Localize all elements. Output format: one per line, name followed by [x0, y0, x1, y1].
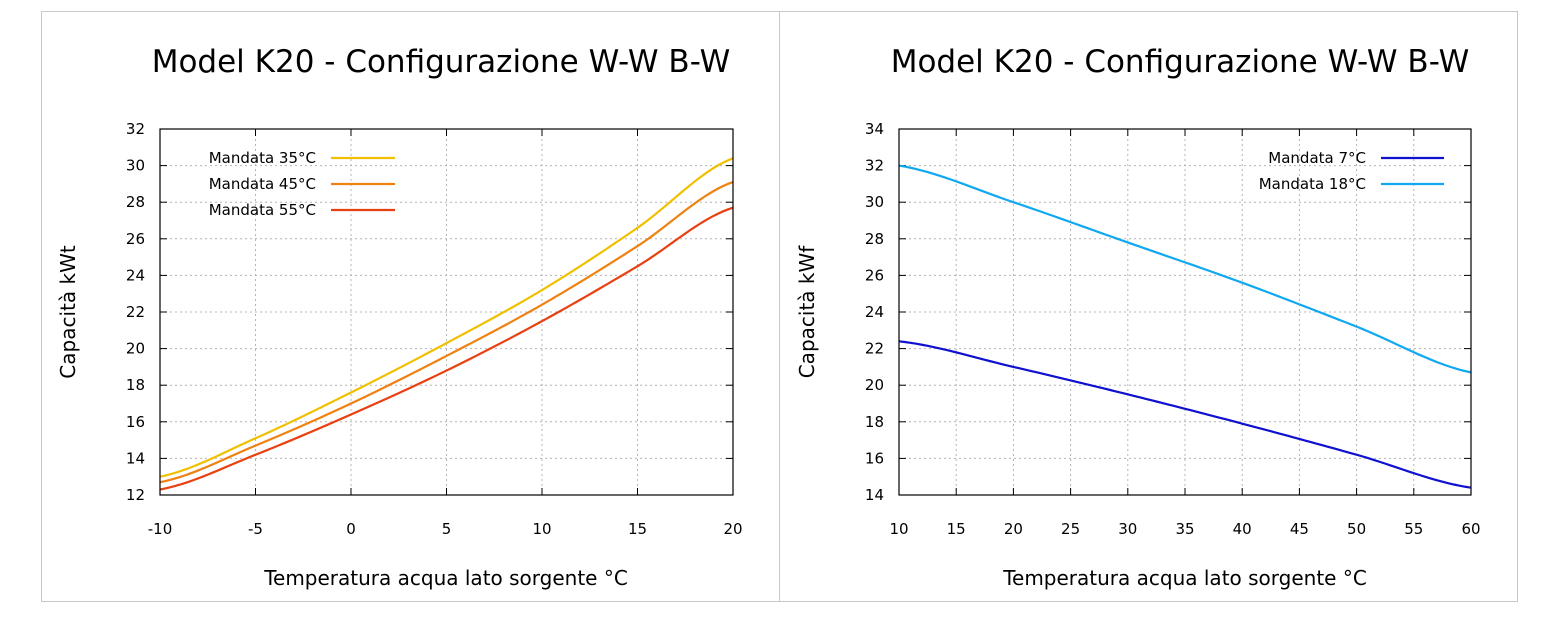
chart1-x-tick-label: 5 — [442, 520, 452, 538]
chart2-y-tick-label: 30 — [865, 193, 884, 211]
chart2-x-tick-label: 45 — [1290, 520, 1309, 538]
chart1-x-tick-label: -5 — [248, 520, 263, 538]
chart2-series-1-line — [899, 340, 1471, 489]
chart1-y-tick-label: 22 — [126, 303, 145, 321]
chart2-xlabel: Temperatura acqua lato sorgente °C — [1002, 566, 1367, 590]
chart1-x-tick-label: -10 — [148, 520, 173, 538]
chart1-ylabel: Capacità kWt — [56, 245, 80, 379]
chart2-x-tick-label: 30 — [1118, 520, 1137, 538]
chart1-y-tick-label: 18 — [126, 376, 145, 394]
chart1-legend-label-1: Mandata 35°C — [209, 149, 316, 167]
chart1-y-tick-label: 26 — [126, 230, 145, 248]
chart2-series-2-line — [899, 164, 1471, 374]
chart2-y-tick-label: 24 — [865, 303, 884, 321]
chart1-x-tick-label: 10 — [532, 520, 551, 538]
chart1-y-tick-label: 28 — [126, 193, 145, 211]
chart1-y-tick-label: 24 — [126, 266, 145, 284]
chart1-plot-border — [159, 128, 734, 496]
chart2-legend-label-1: Mandata 7°C — [1268, 149, 1366, 167]
chart2-y-tick-label: 32 — [865, 157, 884, 175]
chart2-y-tick-label: 28 — [865, 230, 884, 248]
chart1-series-2-line — [160, 181, 733, 484]
chart2-y-tick-label: 14 — [865, 486, 884, 504]
chart1-series-3-line — [160, 206, 733, 491]
panel-divider — [779, 11, 780, 602]
chart2-x-tick-label: 60 — [1461, 520, 1480, 538]
chart2-y-tick-label: 18 — [865, 413, 884, 431]
chart2-x-tick-label: 20 — [1004, 520, 1023, 538]
chart1-y-tick-label: 32 — [126, 120, 145, 138]
chart2-x-tick-label: 35 — [1175, 520, 1194, 538]
chart1-legend-label-2: Mandata 45°C — [209, 175, 316, 193]
chart2-y-tick-label: 20 — [865, 376, 884, 394]
chart2-x-tick-label: 55 — [1404, 520, 1423, 538]
chart1-y-tick-label: 12 — [126, 486, 145, 504]
chart1-y-tick-label: 16 — [126, 413, 145, 431]
chart2-y-tick-label: 22 — [865, 340, 884, 358]
chart2-x-tick-label: 10 — [889, 520, 908, 538]
chart2-y-tick-label: 16 — [865, 449, 884, 467]
chart1-xlabel: Temperatura acqua lato sorgente °C — [263, 566, 628, 590]
chart2-legend-label-2: Mandata 18°C — [1259, 175, 1366, 193]
chart2-plot-border — [898, 128, 1472, 496]
chart1-legend-label-3: Mandata 55°C — [209, 201, 316, 219]
chart2-title: Model K20 - Configurazione W-W B-W — [891, 44, 1470, 80]
chart2-y-tick-label: 34 — [865, 120, 884, 138]
chart1-series-1-line — [160, 157, 733, 478]
chart2-x-tick-label: 15 — [947, 520, 966, 538]
chart2-ylabel: Capacità kWf — [795, 245, 819, 379]
chart1-x-tick-label: 20 — [723, 520, 742, 538]
chart1-title: Model K20 - Configurazione W-W B-W — [152, 44, 731, 80]
chart2-x-tick-label: 50 — [1347, 520, 1366, 538]
chart1-y-tick-label: 30 — [126, 157, 145, 175]
chart1-x-tick-label: 0 — [346, 520, 356, 538]
chart2-y-tick-label: 26 — [865, 266, 884, 284]
chart1-y-tick-label: 20 — [126, 340, 145, 358]
chart2-x-tick-label: 40 — [1233, 520, 1252, 538]
chart1-x-tick-label: 15 — [628, 520, 647, 538]
chart2-x-tick-label: 25 — [1061, 520, 1080, 538]
chart1-y-tick-label: 14 — [126, 449, 145, 467]
